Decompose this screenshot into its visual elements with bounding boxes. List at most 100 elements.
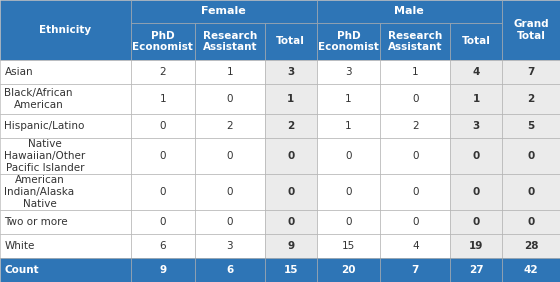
Text: Grand
Total: Grand Total [514,19,549,41]
Text: Female: Female [202,6,246,16]
Text: 0: 0 [412,151,419,161]
Text: 9: 9 [287,241,294,251]
Bar [0,0,131,60]
Bar [316,174,380,210]
Bar [380,138,450,174]
Text: 0: 0 [412,94,419,104]
Bar [502,258,560,282]
Text: 2: 2 [287,121,294,131]
Bar [131,60,195,84]
Bar [131,0,316,23]
Bar [316,138,380,174]
Text: 1: 1 [345,121,352,131]
Text: 42: 42 [524,265,538,275]
Text: 0: 0 [528,217,535,227]
Text: 2: 2 [528,94,535,104]
Text: 2: 2 [226,121,233,131]
Text: 0: 0 [345,187,352,197]
Bar [380,258,450,282]
Bar [316,84,380,114]
Text: 1: 1 [287,94,294,104]
Bar [380,84,450,114]
Text: 3: 3 [473,121,480,131]
Bar [195,138,265,174]
Bar [195,210,265,234]
Text: 1: 1 [345,94,352,104]
Bar [131,114,195,138]
Bar [450,138,502,174]
Text: 6: 6 [160,241,166,251]
Bar [380,60,450,84]
Text: Two or more: Two or more [4,217,68,227]
Bar [450,234,502,258]
Text: 1: 1 [412,67,419,77]
Text: 0: 0 [227,187,233,197]
Bar [450,60,502,84]
Text: PhD
Economist: PhD Economist [318,30,379,52]
Text: 0: 0 [160,151,166,161]
Bar [316,234,380,258]
Bar [131,210,195,234]
Bar [131,84,195,114]
Bar [265,234,316,258]
Text: 0: 0 [528,187,535,197]
Text: Male: Male [394,6,424,16]
Text: 0: 0 [287,151,294,161]
Bar [502,114,560,138]
Text: Research
Assistant: Research Assistant [388,30,443,52]
Bar [380,114,450,138]
Bar [0,174,131,210]
Text: 3: 3 [287,67,294,77]
Bar [502,174,560,210]
Bar [0,258,131,282]
Text: 0: 0 [412,187,419,197]
Text: Total: Total [276,36,305,46]
Text: 2: 2 [412,121,419,131]
Bar [265,114,316,138]
Bar [316,210,380,234]
Bar [195,114,265,138]
Text: 4: 4 [412,241,419,251]
Text: 3: 3 [226,241,233,251]
Text: 15: 15 [283,265,298,275]
Bar [380,210,450,234]
Text: 0: 0 [227,94,233,104]
Bar [0,60,131,84]
Bar [450,84,502,114]
Text: 15: 15 [342,241,355,251]
Bar [450,210,502,234]
Text: 0: 0 [345,217,352,227]
Text: PhD
Economist: PhD Economist [132,30,193,52]
Bar [380,234,450,258]
Text: 9: 9 [159,265,166,275]
Bar [502,0,560,60]
Bar [265,84,316,114]
Text: 4: 4 [473,67,480,77]
Text: 28: 28 [524,241,538,251]
Text: 2: 2 [160,67,166,77]
Bar [265,210,316,234]
Bar [195,174,265,210]
Bar [0,210,131,234]
Text: 1: 1 [473,94,480,104]
Bar [265,258,316,282]
Bar [195,234,265,258]
Text: 6: 6 [226,265,234,275]
Bar [265,60,316,84]
Text: American
Indian/Alaska
Native: American Indian/Alaska Native [4,175,74,209]
Text: 0: 0 [160,187,166,197]
Bar [0,138,131,174]
Text: Asian: Asian [4,67,33,77]
Text: 0: 0 [345,151,352,161]
Text: Count: Count [4,265,39,275]
Bar [316,23,380,60]
Text: 0: 0 [528,151,535,161]
Bar [195,84,265,114]
Bar [450,114,502,138]
Text: Hispanic/Latino: Hispanic/Latino [4,121,85,131]
Bar [131,258,195,282]
Text: Native
Hawaiian/Other
Pacific Islander: Native Hawaiian/Other Pacific Islander [4,139,86,173]
Bar [316,60,380,84]
Text: 19: 19 [469,241,483,251]
Bar [502,60,560,84]
